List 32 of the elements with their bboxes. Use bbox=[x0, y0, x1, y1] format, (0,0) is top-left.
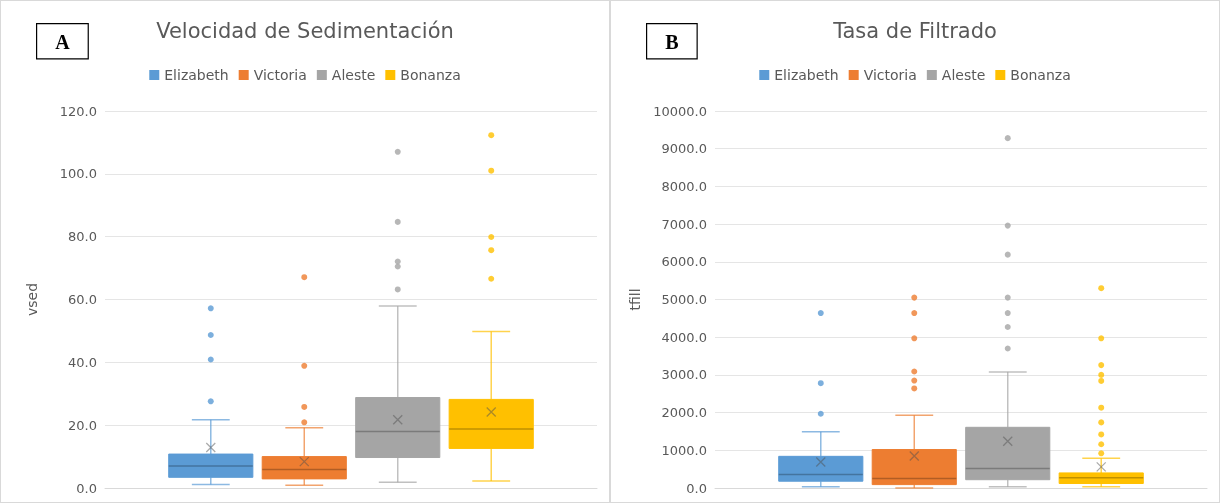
y-tick-label: 120.0 bbox=[59, 103, 97, 119]
y-tick-label: 0.0 bbox=[76, 480, 97, 496]
y-tick-label: 2000.0 bbox=[661, 405, 707, 421]
y-tick-label: 3000.0 bbox=[661, 367, 707, 383]
chart-title: Velocidad de Sedimentación bbox=[156, 18, 454, 43]
y-tick-label: 1000.0 bbox=[661, 442, 707, 458]
legend-label: Bonanza bbox=[1010, 67, 1071, 83]
legend-label: Victoria bbox=[253, 67, 307, 83]
legend-label: Aleste bbox=[941, 67, 986, 83]
y-tick-label: 20.0 bbox=[68, 417, 97, 433]
y-tick-label: 10000.0 bbox=[653, 103, 707, 119]
y-tick-label: 7000.0 bbox=[661, 216, 707, 232]
text: A bbox=[55, 31, 71, 54]
y-tick-label: 0.0 bbox=[686, 480, 707, 496]
legend-label: Aleste bbox=[331, 67, 376, 83]
y-tick-label: 8000.0 bbox=[661, 178, 707, 194]
y-tick-label: 6000.0 bbox=[661, 254, 707, 270]
y-axis-title: vsed bbox=[24, 282, 40, 317]
y-tick-label: 4000.0 bbox=[661, 329, 707, 345]
legend-label: Victoria bbox=[863, 67, 917, 83]
legend-label: Bonanza bbox=[400, 67, 461, 83]
chart-title: Tasa de Filtrado bbox=[832, 18, 997, 43]
y-axis-title: tfill bbox=[627, 288, 644, 311]
y-tick-label: 60.0 bbox=[68, 292, 97, 307]
text: B bbox=[665, 31, 679, 54]
y-tick-label: 40.0 bbox=[68, 354, 97, 370]
y-tick-label: 5000.0 bbox=[661, 292, 707, 307]
y-tick-label: 100.0 bbox=[59, 166, 97, 182]
legend-label: Elizabeth bbox=[774, 67, 839, 83]
legend-label: Elizabeth bbox=[164, 67, 229, 83]
y-tick-label: 80.0 bbox=[68, 229, 97, 245]
y-tick-label: 9000.0 bbox=[661, 141, 707, 157]
